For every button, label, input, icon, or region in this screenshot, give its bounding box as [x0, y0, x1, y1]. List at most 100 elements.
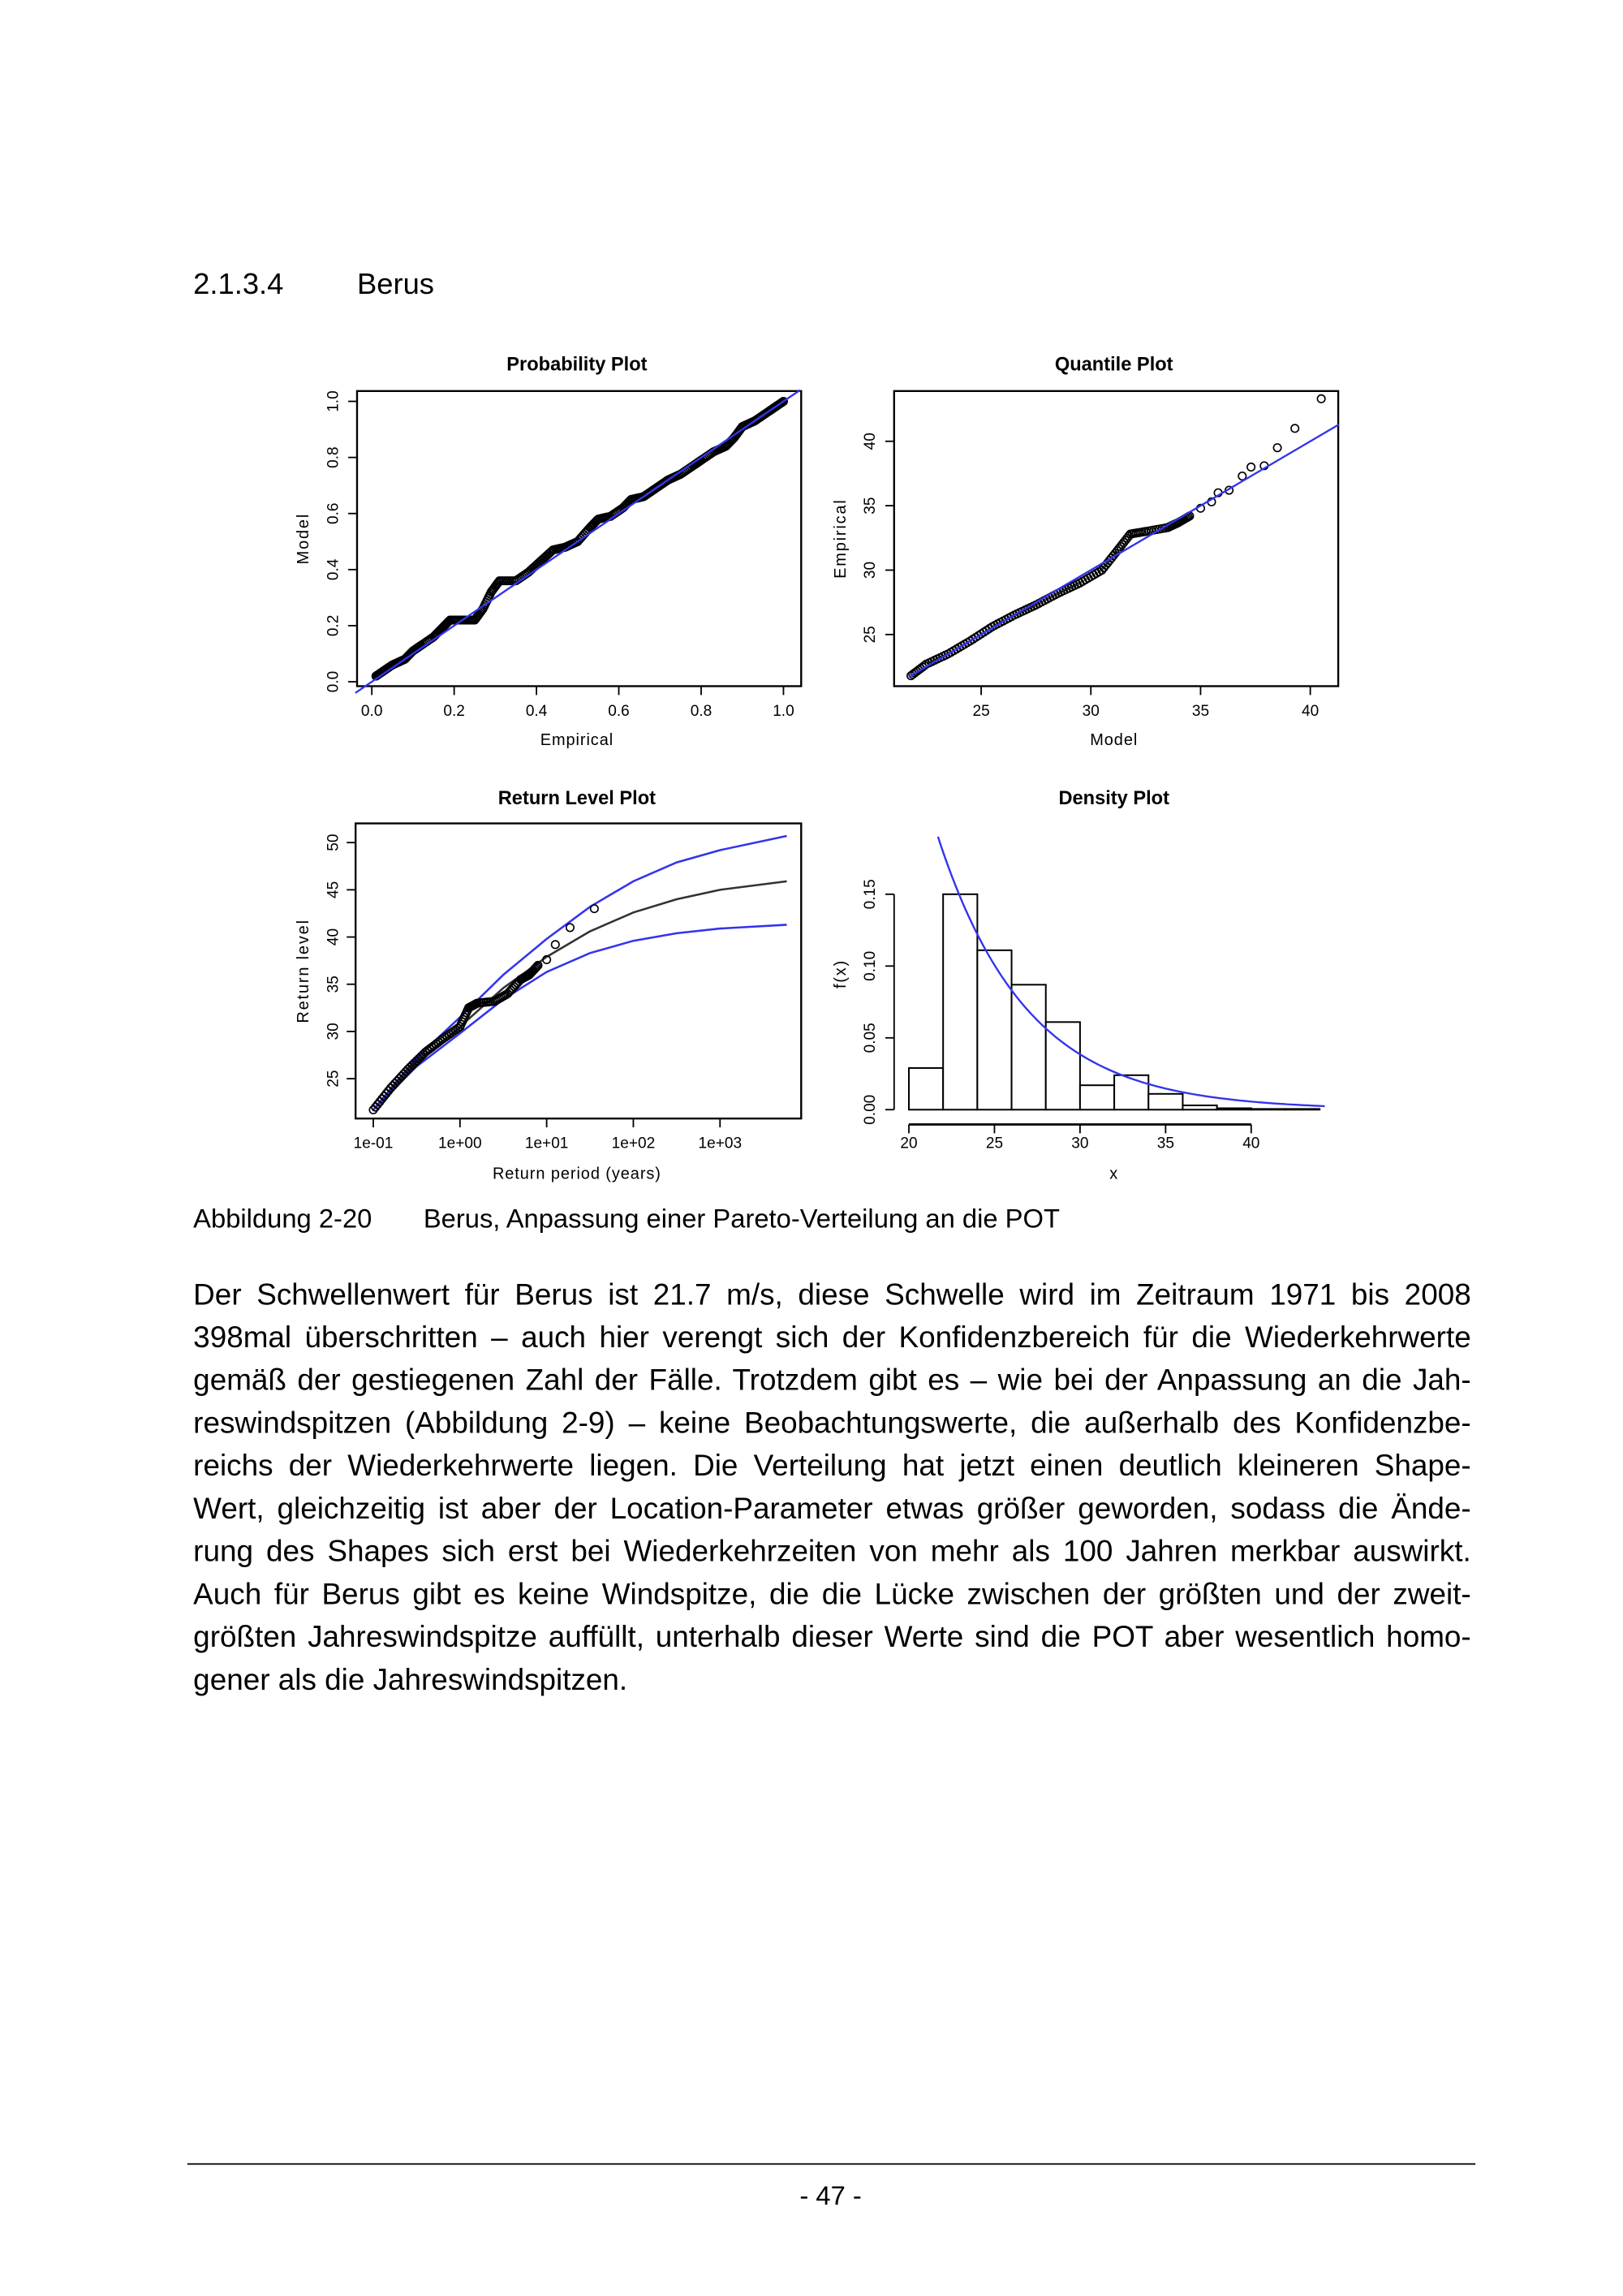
histogram-bar — [1182, 1104, 1218, 1111]
y-tick-label: 40 — [325, 928, 342, 946]
paragraph-line: Wert, gleichzeitig ist aber der Location… — [193, 1493, 1471, 1526]
x-tick-label: 0.0 — [361, 703, 383, 720]
reference-line — [355, 389, 801, 694]
y-axis-label: Return level — [295, 919, 312, 1023]
paragraph-line: reichs der Wiederkehrwerte liegen. Die V… — [193, 1450, 1471, 1484]
x-axis-label: x — [1109, 1165, 1118, 1183]
x-tick-label: 0.2 — [443, 703, 465, 720]
page-number: - 47 - — [799, 2181, 862, 2211]
histogram-bar — [942, 893, 979, 1111]
x-tick-label: 20 — [900, 1135, 917, 1152]
histogram-bar — [1078, 1084, 1116, 1111]
y-tick-label: 50 — [325, 834, 342, 851]
x-axis-label: Return period (years) — [493, 1165, 661, 1183]
y-tick-label: 40 — [862, 433, 879, 450]
x-tick-label: 0.8 — [691, 703, 712, 720]
x-tick-label: 25 — [972, 703, 989, 720]
return-level-lower-confidence — [372, 924, 787, 1111]
data-point — [371, 1102, 381, 1112]
histogram-bar — [1113, 1074, 1150, 1111]
y-axis-label: f(x) — [832, 959, 850, 989]
y-tick-label: 25 — [862, 626, 879, 643]
data-point — [1290, 424, 1300, 433]
x-tick-label: 25 — [986, 1135, 1003, 1152]
x-tick-label: 1e+03 — [698, 1135, 742, 1152]
paragraph-line: rung des Shapes sich erst bei Wiederkehr… — [193, 1536, 1471, 1569]
x-tick-label: 0.4 — [526, 703, 548, 720]
y-tick-label: 0.6 — [325, 502, 342, 524]
plot-frame — [354, 822, 803, 1120]
y-tick-label: 30 — [862, 562, 879, 579]
paragraph-line: größten Jahreswindspitze auffüllt, unter… — [193, 1622, 1471, 1655]
data-point — [1272, 443, 1282, 453]
data-point — [533, 960, 543, 970]
histogram-bar — [1216, 1107, 1252, 1111]
y-tick-label: 35 — [325, 976, 342, 993]
data-point — [1238, 472, 1247, 481]
y-tick-label: 0.10 — [862, 951, 879, 981]
data-point — [542, 954, 552, 965]
y-tick-label: 25 — [325, 1070, 342, 1087]
x-tick-label: 0.6 — [608, 703, 630, 720]
data-point — [368, 1105, 378, 1115]
histogram-bar — [976, 949, 1013, 1111]
histogram-bar — [1010, 984, 1047, 1111]
paragraph-line: gemäß der gestiegenen Zahl der Fälle. Tr… — [193, 1364, 1471, 1398]
histogram-bar — [1147, 1092, 1184, 1111]
figure-caption-text: Berus, Anpassung einer Pareto-Verteilung… — [423, 1204, 1060, 1234]
data-point — [589, 904, 599, 914]
figure-caption-label: Abbildung 2-20 — [193, 1204, 372, 1234]
reference-line — [908, 424, 1340, 678]
data-point — [778, 396, 788, 407]
paragraph-line: gener als die Jahreswindspitzen. — [193, 1664, 628, 1697]
x-tick-label: 40 — [1302, 703, 1319, 720]
data-point — [381, 1088, 391, 1098]
y-axis-label: Model — [295, 513, 312, 565]
data-point — [375, 1096, 385, 1106]
return-level-estimate — [372, 880, 787, 1111]
y-tick-label: 0.4 — [325, 558, 342, 580]
density-curve — [936, 836, 1325, 1108]
y-tick-label: 0.2 — [325, 615, 342, 637]
data-point — [531, 963, 540, 972]
y-tick-label: 0.8 — [325, 446, 342, 468]
data-point — [565, 923, 575, 933]
data-point — [550, 940, 560, 950]
chart-title: Quantile Plot — [1055, 354, 1173, 375]
y-tick-label: 30 — [325, 1023, 342, 1040]
x-tick-label: 1e+02 — [612, 1135, 656, 1152]
y-tick-label: 0.00 — [862, 1095, 879, 1125]
data-point — [377, 1094, 387, 1104]
plot-frame — [893, 390, 1340, 687]
data-point — [1246, 462, 1256, 472]
y-tick-label: 0.05 — [862, 1023, 879, 1053]
y-tick-label: 0.15 — [862, 879, 879, 909]
histogram-bar — [1044, 1021, 1081, 1111]
y-tick-label: 45 — [325, 881, 342, 898]
chart-title: Probability Plot — [506, 354, 647, 375]
data-point — [379, 1092, 389, 1101]
y-tick-label: 0.0 — [325, 671, 342, 693]
x-tick-label: 1.0 — [773, 703, 794, 720]
data-point — [1316, 394, 1326, 403]
chart-title: Return Level Plot — [498, 788, 656, 809]
x-tick-label: 40 — [1242, 1135, 1259, 1152]
return-level-upper-confidence — [372, 834, 787, 1111]
section-number: 2.1.3.4 — [193, 268, 284, 301]
y-tick-label: 1.0 — [325, 390, 342, 412]
data-point — [372, 1100, 382, 1109]
paragraph-line: 398mal überschritten – auch hier verengt… — [193, 1322, 1471, 1355]
x-tick-label: 30 — [1071, 1135, 1088, 1152]
x-tick-label: 1e+01 — [525, 1135, 569, 1152]
paragraph-line: Der Schwellenwert für Berus ist 21.7 m/s… — [193, 1279, 1471, 1312]
x-tick-label: 30 — [1083, 703, 1100, 720]
data-point — [384, 1086, 394, 1096]
x-axis-label: Model — [1090, 731, 1138, 749]
x-axis-label: Empirical — [540, 731, 613, 749]
paragraph-line: reswindspitzen (Abbildung 2-9) – keine B… — [193, 1407, 1471, 1441]
figure-evd-diagnostics: Probability Plot Empirical Model 0.0 0.2 0.4 0… — [295, 354, 1340, 1183]
plot-frame — [355, 390, 803, 687]
x-tick-label: 35 — [1157, 1135, 1174, 1152]
section-title: Berus — [356, 268, 434, 301]
